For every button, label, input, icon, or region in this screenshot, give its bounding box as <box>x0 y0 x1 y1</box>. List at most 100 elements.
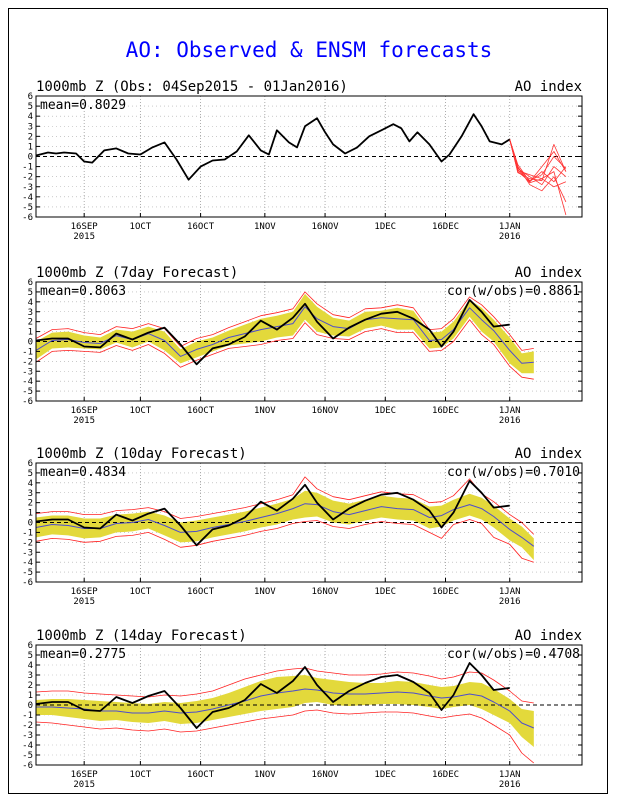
mean-line <box>35 503 535 547</box>
x-tick-year: 2015 <box>73 597 95 607</box>
y-tick-label: -4 <box>22 193 33 203</box>
x-tick-label: 16NOV <box>312 406 340 416</box>
x-tick-year: 2015 <box>73 416 95 426</box>
y-tick-label: 6 <box>28 92 33 102</box>
spread-band <box>36 490 534 561</box>
y-tick-label: 2 <box>28 318 33 328</box>
y-tick-label: 0 <box>28 519 33 529</box>
x-tick-label: 16DEC <box>432 587 459 597</box>
y-tick-label: 3 <box>28 308 33 318</box>
y-tick-label: -4 <box>22 377 33 387</box>
y-tick-label: 5 <box>28 651 33 661</box>
y-tick-label: -1 <box>22 347 33 357</box>
y-tick-label: -1 <box>22 528 33 538</box>
member-line-2 <box>509 139 567 186</box>
observed-line <box>35 113 511 181</box>
y-tick-label: -6 <box>22 213 33 223</box>
mean-line <box>36 688 534 729</box>
y-tick-label: 4 <box>28 479 33 489</box>
x-tick-year: 2016 <box>499 780 521 790</box>
x-tick-label: 1JAN <box>499 222 521 232</box>
panel-cor-label: cor(w/obs)=0.4708 <box>447 647 580 662</box>
x-tick-label: 1DEC <box>374 770 396 780</box>
panel-title: 1000mb Z (7day Forecast) <box>36 265 238 281</box>
max-line <box>35 667 534 704</box>
y-tick-label: -5 <box>22 568 33 578</box>
x-tick-label: 1OCT <box>130 587 152 597</box>
member-line-8 <box>509 139 567 188</box>
y-tick-label: 6 <box>28 459 33 469</box>
x-tick-year: 2016 <box>499 232 521 242</box>
mean-line <box>35 306 534 364</box>
x-tick-label: 16OCT <box>187 406 215 416</box>
x-tick-label: 16DEC <box>432 770 459 780</box>
x-tick-year: 2016 <box>499 597 521 607</box>
y-tick-label: 1 <box>28 142 33 152</box>
y-tick-label: 1 <box>28 328 33 338</box>
x-tick-label: 1NOV <box>254 770 276 780</box>
x-tick-label: 1JAN <box>499 406 521 416</box>
y-tick-label: 3 <box>28 122 33 132</box>
min-line <box>35 709 535 764</box>
y-tick-label: -2 <box>22 538 33 548</box>
panel-mean-label: mean=0.2775 <box>40 647 126 662</box>
y-tick-label: 5 <box>28 469 33 479</box>
x-tick-label: 16OCT <box>187 222 215 232</box>
obs-line <box>35 479 510 547</box>
x-tick-label: 1OCT <box>130 770 152 780</box>
panel-mean-label: mean=0.8063 <box>40 284 126 299</box>
panel-mean-label: mean=0.8029 <box>40 98 126 113</box>
min-line <box>35 319 534 380</box>
x-tick-label: 16SEP <box>71 770 99 780</box>
panel-title: 1000mb Z (14day Forecast) <box>36 628 247 644</box>
x-tick-label: 1DEC <box>374 406 396 416</box>
x-tick-label: 16NOV <box>312 587 340 597</box>
x-tick-label: 1OCT <box>130 222 152 232</box>
y-tick-label: -5 <box>22 387 33 397</box>
max-line <box>35 291 534 351</box>
y-tick-label: 0 <box>28 153 33 163</box>
y-tick-label: -4 <box>22 558 33 568</box>
y-tick-label: -1 <box>22 163 33 173</box>
x-tick-label: 16DEC <box>432 222 459 232</box>
x-tick-year: 2016 <box>499 416 521 426</box>
y-tick-label: 3 <box>28 489 33 499</box>
panel-title: 1000mb Z (Obs: 04Sep2015 - 01Jan2016) <box>36 79 348 95</box>
y-tick-label: -3 <box>22 548 33 558</box>
x-tick-label: 16OCT <box>187 587 215 597</box>
x-tick-label: 1NOV <box>254 222 276 232</box>
panel-index-label: AO index <box>515 79 582 95</box>
spread-band <box>36 293 534 374</box>
y-tick-label: 2 <box>28 132 33 142</box>
panel-title: 1000mb Z (10day Forecast) <box>36 446 247 462</box>
x-tick-label: 16SEP <box>71 406 99 416</box>
y-tick-label: -1 <box>22 711 33 721</box>
y-tick-label: 0 <box>28 701 33 711</box>
y-tick-label: 4 <box>28 661 33 671</box>
y-tick-label: -6 <box>22 397 33 407</box>
x-tick-label: 16DEC <box>432 406 459 416</box>
x-tick-label: 1DEC <box>374 587 396 597</box>
member-line-7 <box>509 139 567 182</box>
x-tick-year: 2015 <box>73 232 95 242</box>
y-tick-label: -3 <box>22 183 33 193</box>
y-tick-label: -2 <box>22 721 33 731</box>
panel-index-label: AO index <box>515 265 582 281</box>
x-tick-label: 1NOV <box>254 587 276 597</box>
obs-line <box>35 298 510 366</box>
y-tick-label: 5 <box>28 288 33 298</box>
y-tick-label: -5 <box>22 203 33 213</box>
y-tick-label: -3 <box>22 731 33 741</box>
y-tick-label: 4 <box>28 298 33 308</box>
y-tick-label: 1 <box>28 509 33 519</box>
x-tick-label: 16NOV <box>312 770 340 780</box>
obs-line <box>35 662 510 729</box>
x-tick-label: 1JAN <box>499 770 521 780</box>
y-tick-label: 6 <box>28 278 33 288</box>
y-tick-label: -2 <box>22 173 33 183</box>
y-tick-label: -4 <box>22 741 33 751</box>
